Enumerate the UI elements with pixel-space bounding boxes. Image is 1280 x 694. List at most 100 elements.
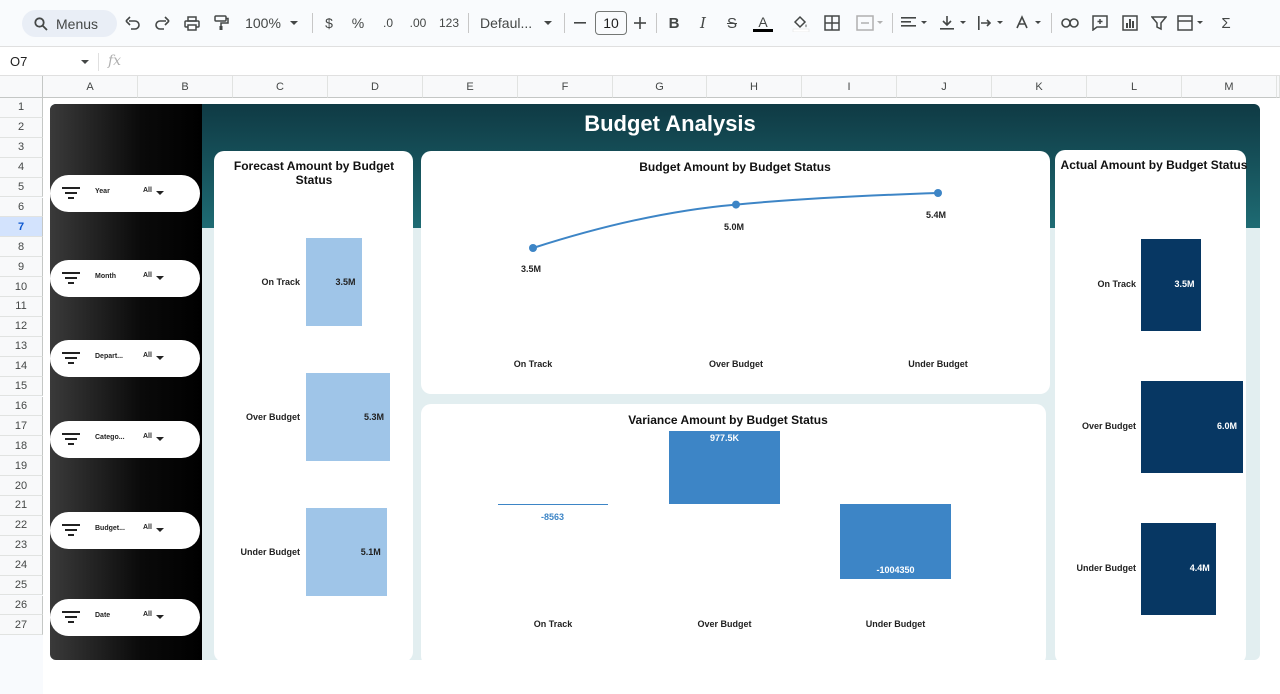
row-header[interactable]: 25 [0,575,43,596]
column-header[interactable]: F [518,76,613,98]
text-rotation-icon[interactable] [1014,12,1046,34]
row-header[interactable]: 27 [0,615,43,636]
row-header[interactable]: 11 [0,297,43,317]
comment-icon[interactable] [1090,12,1110,34]
slicer-year[interactable]: Year All [50,175,200,212]
more-formats-button[interactable]: 123 [437,12,461,34]
row-header[interactable]: 12 [0,316,43,337]
divider [312,13,313,33]
column-header[interactable]: I [802,76,897,98]
slicer-budget[interactable]: Budget... All [50,512,200,549]
link-icon[interactable] [1060,12,1080,34]
forecast-category-label: Under Budget [240,547,301,557]
column-header[interactable]: G [613,76,707,98]
row-header[interactable]: 21 [0,496,43,516]
row-header[interactable]: 24 [0,555,43,576]
vertical-align-icon[interactable] [939,12,971,34]
row-header[interactable]: 4 [0,157,43,178]
chevron-down-icon[interactable] [156,615,164,619]
row-header[interactable]: 15 [0,376,43,397]
font-select[interactable]: Defaul... [480,12,540,34]
more-formats-label: 123 [438,16,460,30]
row-header[interactable]: 16 [0,396,43,417]
column-header[interactable]: E [423,76,518,98]
actual-bar [1141,523,1216,615]
row-header[interactable]: 1 [0,98,43,118]
chevron-down-icon[interactable] [80,59,90,65]
slicer-depart[interactable]: Depart... All [50,340,200,377]
row-header[interactable]: 22 [0,515,43,536]
font-size-input[interactable]: 10 [595,11,627,35]
align-left-icon[interactable] [900,12,932,34]
row-header[interactable]: 19 [0,456,43,477]
menus-button[interactable]: Menus [22,10,117,37]
row-header[interactable]: 20 [0,476,43,496]
paint-format-icon[interactable] [211,12,231,34]
chevron-down-icon[interactable] [156,276,164,280]
font-size-value: 10 [603,15,619,31]
redo-icon[interactable] [153,12,171,34]
chevron-down-icon[interactable] [156,356,164,360]
select-all-corner[interactable] [0,76,43,98]
zoom-select[interactable]: 100% [243,12,283,34]
currency-button[interactable]: $ [322,12,336,34]
increase-decimal-button[interactable]: .00 [407,12,429,34]
increase-decimal-label: .00 [409,16,427,30]
row-header[interactable]: 5 [0,177,43,198]
slicer-catego[interactable]: Catego... All [50,421,200,458]
row-header[interactable]: 9 [0,257,43,278]
slicer-month[interactable]: Month All [50,260,200,297]
bold-icon[interactable]: B [668,14,680,32]
row-header[interactable]: 23 [0,535,43,556]
print-icon[interactable] [182,12,202,34]
column-header[interactable]: A [43,76,138,98]
fill-color-icon[interactable] [790,12,812,34]
divider [98,53,99,71]
row-header[interactable]: 13 [0,336,43,357]
merge-cells-icon[interactable] [855,12,885,34]
row-header[interactable]: 7 [0,217,43,238]
filter-icon[interactable] [1149,12,1169,34]
filter-lines-icon [62,272,80,284]
row-header[interactable]: 10 [0,277,43,297]
budget-category-label: Under Budget [908,359,968,369]
column-header[interactable]: H [707,76,802,98]
variance-category-label: Under Budget [865,619,926,629]
chevron-down-icon[interactable] [156,191,164,195]
chevron-down-icon[interactable] [288,12,300,34]
row-header[interactable]: 17 [0,416,43,437]
column-header[interactable]: J [897,76,992,98]
undo-icon[interactable] [124,12,142,34]
column-header[interactable]: D [328,76,423,98]
filter-views-icon[interactable] [1176,12,1208,34]
row-header[interactable]: 8 [0,237,43,258]
row-header[interactable]: 18 [0,436,43,457]
percent-button[interactable]: % [351,12,365,34]
column-header[interactable]: K [992,76,1087,98]
row-header[interactable]: 14 [0,356,43,377]
name-box[interactable]: O7 [10,54,28,69]
column-header[interactable]: B [138,76,233,98]
row-header[interactable]: 3 [0,137,43,158]
minus-icon[interactable] [573,12,587,34]
slicer-date[interactable]: Date All [50,599,200,636]
text-color-icon[interactable]: A [752,12,774,34]
chart-icon[interactable] [1120,12,1140,34]
plus-icon[interactable] [633,12,647,34]
chevron-down-icon[interactable] [156,437,164,441]
italic-icon[interactable]: I [700,14,706,32]
chevron-down-icon[interactable] [156,528,164,532]
text-wrap-icon[interactable] [976,12,1008,34]
row-header[interactable]: 2 [0,117,43,138]
row-header[interactable]: 6 [0,197,43,218]
functions-icon[interactable]: Σ [1221,14,1231,32]
variance-bar [498,504,608,505]
column-header[interactable]: M [1182,76,1277,98]
column-header[interactable]: C [233,76,328,98]
row-header[interactable]: 26 [0,595,43,616]
column-header[interactable]: L [1087,76,1182,98]
chevron-down-icon[interactable] [542,12,554,34]
decrease-decimal-button[interactable]: .0 [377,12,399,34]
borders-icon[interactable] [823,12,841,34]
strikethrough-icon[interactable]: S [726,14,737,32]
